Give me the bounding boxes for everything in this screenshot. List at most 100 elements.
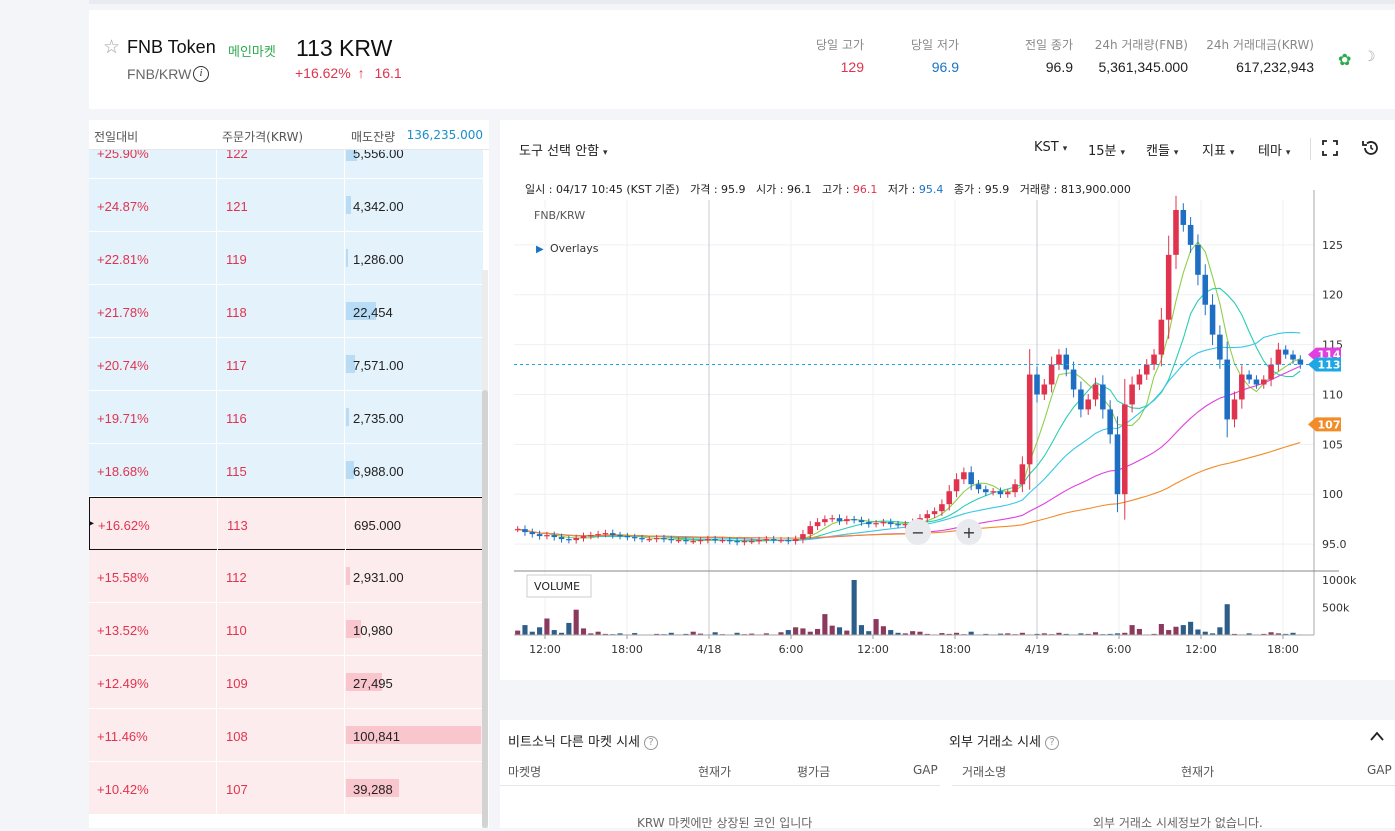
help-icon[interactable]: ? [1045, 736, 1059, 750]
volume-bar [544, 619, 549, 636]
moving-average-line [518, 366, 1301, 538]
volume-legend-label: VOLUME [534, 580, 580, 593]
row-price: 116 [226, 411, 247, 426]
candle-body [983, 489, 989, 492]
candle-body [1005, 492, 1011, 494]
candle-body [968, 472, 974, 484]
row-amount: 10,980 [353, 623, 393, 638]
cell-divider [344, 232, 345, 285]
col-valuation: 평가금 [797, 763, 830, 780]
moving-averages [518, 242, 1301, 541]
candle-body [647, 539, 653, 540]
volume-bar [837, 627, 842, 635]
favorite-star-icon[interactable]: ☆ [103, 38, 120, 57]
candle-body [1063, 355, 1069, 370]
row-change: +12.49% [97, 676, 149, 691]
row-change: +13.52% [97, 623, 149, 638]
candle-body [1056, 355, 1062, 365]
cell-divider [216, 338, 217, 391]
row-change: +11.46% [97, 729, 148, 744]
x-tick-label: 12:00 [857, 643, 889, 656]
candle-body [1042, 385, 1048, 395]
zoom-out-label: − [911, 523, 924, 542]
row-price: 112 [226, 570, 247, 585]
stat-value: 129 [816, 59, 864, 75]
total-ask-amount: 136,235.000 [407, 128, 483, 142]
market-compare-panel: 비트소닉 다른 마켓 시세? 외부 거래소 시세? 마켓명 현재가 평가금 GA… [500, 720, 1395, 828]
other-markets-title-text: 비트소닉 다른 마켓 시세 [508, 735, 640, 750]
candle-body [566, 539, 572, 540]
candle-body [859, 520, 865, 522]
stat-day-high: 당일 고가 129 [816, 36, 864, 75]
stat-value: 96.9 [911, 59, 959, 75]
gear-icon[interactable]: ✿ [1338, 50, 1351, 69]
candle-body [712, 539, 718, 540]
chevron-up-icon[interactable] [1369, 730, 1385, 742]
volume-bar [888, 630, 893, 635]
cell-divider [216, 550, 217, 603]
stat-value: 617,232,943 [1206, 59, 1314, 75]
candle-body [1210, 305, 1216, 335]
candle-body [954, 479, 960, 491]
volume-bar [786, 630, 791, 635]
candle-body [756, 540, 762, 541]
cell-divider [216, 232, 217, 285]
moving-average-line [518, 332, 1301, 540]
candle-body [815, 522, 821, 526]
candle-body [1246, 375, 1252, 380]
cell-divider [344, 656, 345, 709]
volume-bar [566, 623, 571, 635]
candle-body [1100, 385, 1106, 410]
help-icon[interactable]: ? [644, 736, 658, 750]
x-tick-label: 18:00 [939, 643, 971, 656]
candle-body [976, 484, 982, 489]
zoom-in-button[interactable]: + [956, 519, 982, 545]
stat-label: 당일 고가 [816, 36, 864, 53]
candle-body [837, 518, 843, 521]
trading-pair: FNB/KRW [127, 66, 191, 82]
moving-average-line [518, 288, 1301, 540]
overlays-label[interactable]: Overlays [550, 242, 599, 255]
volume-bar [1159, 624, 1164, 635]
volume-bar [581, 628, 586, 635]
row-amount: 6,988.00 [353, 464, 404, 479]
volume-bar [1225, 604, 1230, 635]
row-price: 118 [226, 305, 247, 320]
x-tick-label: 18:00 [1267, 643, 1299, 656]
volume-bar [852, 580, 857, 635]
candle-body [668, 539, 674, 540]
orderbook-header: 전일대비 주문가격(KRW) 매도잔량 136,235.000 [89, 120, 489, 150]
candle-body [829, 518, 835, 519]
dark-mode-toggle-icon[interactable]: ☽ [1363, 50, 1375, 64]
volume-bars [515, 580, 1303, 635]
candle-body [851, 519, 857, 520]
cell-divider [216, 603, 217, 656]
candle-body [786, 540, 792, 541]
top-divider [89, 0, 1395, 4]
scrollbar-thumb[interactable] [482, 390, 488, 828]
y-tick-label: 110 [1322, 388, 1343, 401]
candle-body [698, 540, 704, 541]
ticker-header: ☆ FNB Token 메인마켓 FNB/KRW i 113 KRW +16.6… [89, 10, 1395, 109]
y-tick-label: 120 [1322, 289, 1343, 302]
info-icon[interactable]: i [193, 66, 209, 82]
zoom-out-button[interactable]: − [905, 519, 931, 545]
cell-divider [344, 179, 345, 232]
row-change: +20.74% [97, 358, 149, 373]
candle-body [625, 536, 631, 537]
overlays-toggle-icon[interactable]: ▶ [536, 244, 544, 255]
